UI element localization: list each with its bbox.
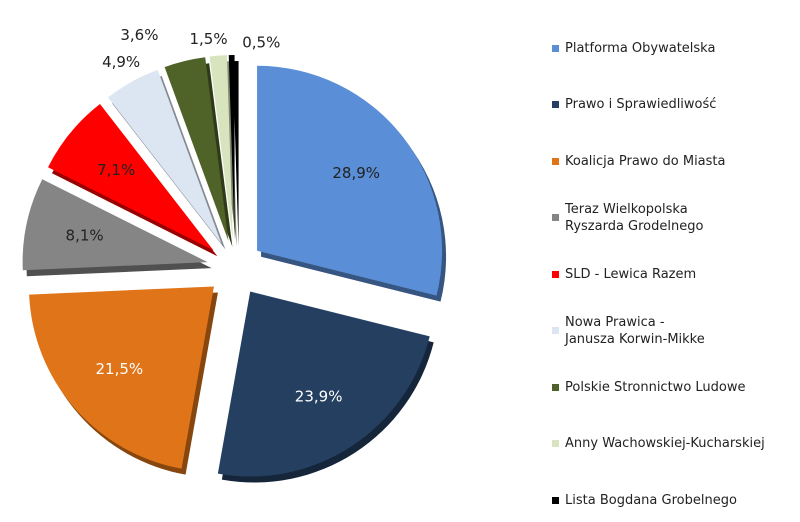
slice [29,286,214,469]
legend-item: Teraz Wielkopolska Ryszarda Grodelnego [552,190,797,247]
legend-item: Lista Bogdana Grobelnego [552,472,797,522]
legend-item: Platforma Obywatelska [552,20,797,77]
legend-swatch [552,270,559,278]
legend-swatch [552,214,559,222]
legend-item: Anny Wachowskiej-Kucharskiej [552,416,797,473]
legend-item: Polskie Stronnictwo Ludowe [552,359,797,416]
data-label: 21,5% [95,360,143,378]
legend-swatch [552,496,559,504]
legend-item: Koalicja Prawo do Miasta [552,133,797,190]
data-label: 8,1% [66,226,104,244]
slice [48,104,214,251]
legend-label: SLD - Lewica Razem [565,266,697,282]
legend-item: Nowa Prawica - Janusza Korwin-Mikke [552,303,797,360]
legend-item: SLD - Lewica Razem [552,246,797,303]
legend-swatch [552,157,559,165]
legend-label: Polskie Stronnictwo Ludowe [565,379,746,395]
legend-label: Prawo i Sprawiedliwość [565,97,717,113]
slice [257,65,443,296]
data-label: 3,6% [120,26,158,44]
slice [228,55,235,241]
legend-swatch [552,327,559,335]
legend-swatch [552,101,559,109]
data-label: 7,1% [97,161,135,179]
legend-label: Nowa Prawica - Janusza Korwin-Mikke [565,314,705,347]
legend-swatch [552,44,559,52]
legend-label: Lista Bogdana Grobelnego [565,492,737,508]
legend-swatch [552,383,559,391]
slice [22,179,208,271]
slice [217,291,430,477]
slice [164,57,229,241]
slice [209,55,233,241]
chart: 28,9% 23,9% 21,5% 8,1% 7,1% 4,9% 3,6% 1,5% 0,5% [22,26,447,483]
data-label: 0,5% [242,34,280,52]
legend-label: Teraz Wielkopolska Ryszarda Grodelnego [565,201,704,234]
legend-item: Prawo i Sprawiedliwość [552,77,797,134]
legend-label: Anny Wachowskiej-Kucharskiej [565,436,765,452]
data-label: 28,9% [332,164,380,182]
slice [108,69,222,244]
legend-label: Platforma Obywatelska [565,40,716,56]
data-label: 23,9% [295,388,343,406]
data-label: 4,9% [102,53,140,71]
data-label: 1,5% [190,30,228,48]
legend: Platforma Obywatelska Prawo i Sprawiedliw… [552,20,797,522]
legend-swatch [552,440,559,448]
legend-label: Koalicja Prawo do Miasta [565,153,726,169]
